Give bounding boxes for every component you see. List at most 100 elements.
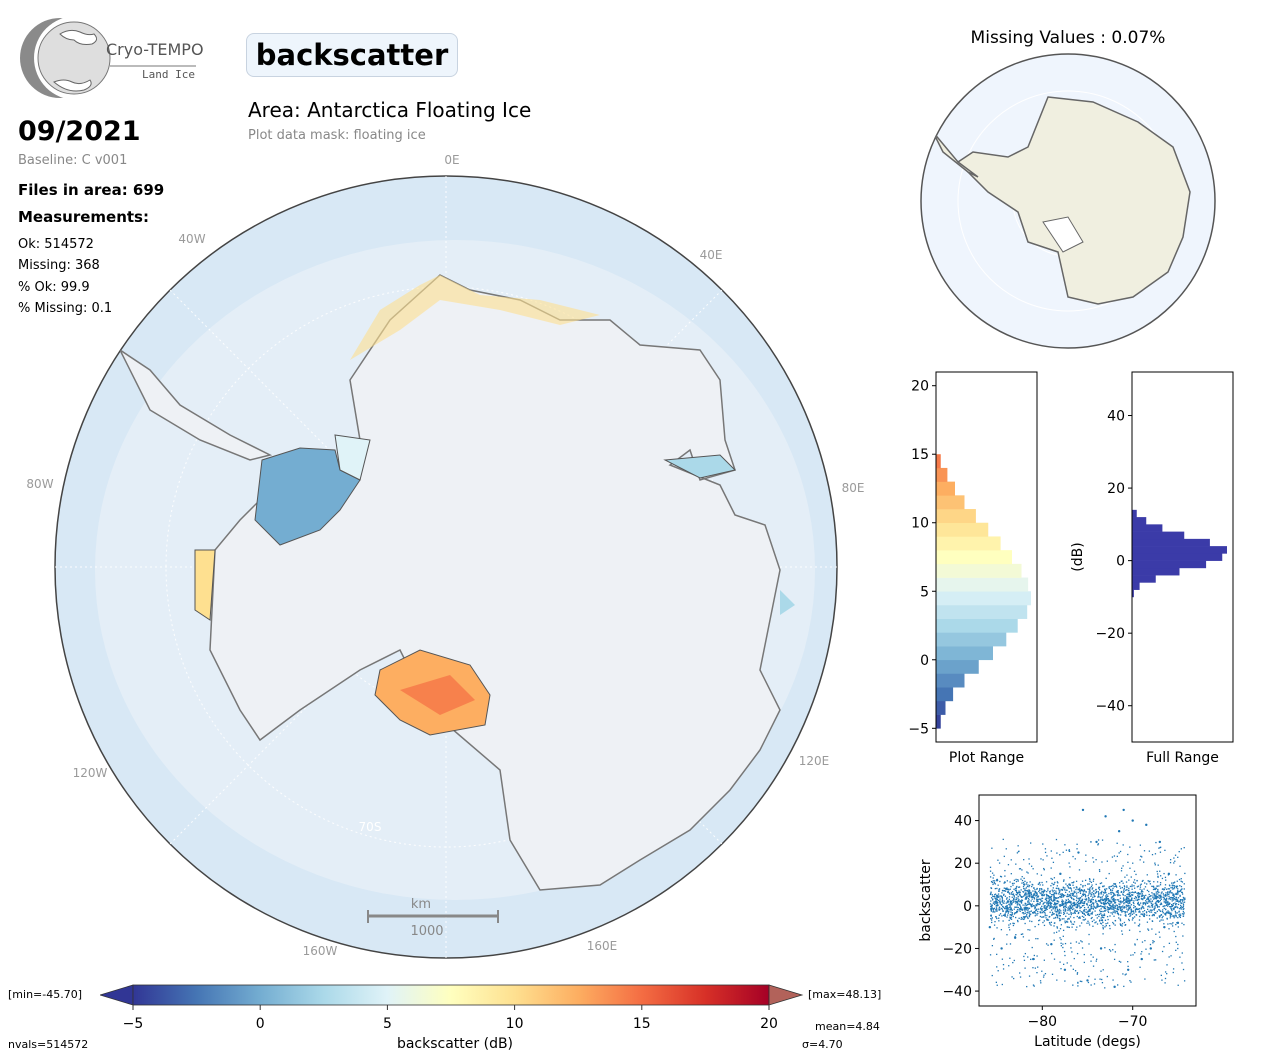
lon-label: 0E	[444, 153, 459, 167]
scatter-point	[1117, 830, 1121, 833]
mean-label: mean=4.84	[815, 1020, 880, 1033]
y-tick-label: −20	[1095, 626, 1125, 642]
colorbar: −5 0 5 10 15 20	[100, 984, 804, 1032]
scatter-point	[1086, 979, 1089, 982]
scatter-point	[1099, 947, 1103, 950]
lon-label: 80E	[842, 481, 865, 495]
y-tick-label: 40	[954, 814, 972, 830]
scatter-point	[1145, 823, 1148, 827]
histogram-bar	[936, 577, 1029, 592]
x-axis-label: Plot Range	[949, 750, 1024, 766]
lat-label: 70S	[359, 820, 382, 834]
missing-values-map	[920, 53, 1216, 349]
y-tick-label: 10	[911, 516, 929, 532]
scatter-point	[1068, 883, 1071, 886]
y-tick-label: −20	[942, 941, 972, 957]
histogram-bar	[936, 604, 1028, 619]
scatter-point	[1126, 968, 1130, 971]
scatter-point	[1004, 887, 1008, 890]
histogram-bar	[1132, 509, 1137, 518]
lon-label: 80W	[26, 477, 53, 491]
scatter-point	[1000, 947, 1003, 950]
y-tick-label: 15	[911, 447, 929, 463]
colorbar-tick-label: 15	[633, 1016, 651, 1032]
missing-values-title: Missing Values : 0.07%	[970, 28, 1166, 48]
histogram-bar	[1132, 538, 1210, 547]
lon-label: 160W	[303, 944, 338, 958]
scatter-point	[1167, 872, 1171, 876]
scatter-point	[1149, 947, 1152, 950]
date-label: 09/2021	[18, 116, 141, 147]
scatter-point	[1013, 936, 1017, 939]
scatter-point	[995, 879, 999, 882]
histogram-bar	[1132, 531, 1185, 540]
y-tick-label: 40	[1107, 409, 1125, 425]
plot-range-histogram: −5 0 5 10 15 20 Plot Range	[908, 371, 1038, 766]
histogram-bar	[936, 659, 979, 674]
histogram-bar	[1132, 567, 1180, 576]
histogram-bar	[936, 467, 948, 482]
scale-bar: km 1000	[367, 897, 499, 939]
lon-label: 160E	[587, 939, 618, 953]
measurements-label: Measurements:	[18, 208, 149, 226]
scatter-point	[988, 925, 992, 929]
histogram-bar	[936, 550, 1012, 565]
ronne-filchner-shelf	[254, 447, 361, 546]
histogram-bar	[936, 700, 946, 715]
scatter-point	[1176, 921, 1180, 925]
histogram-bar	[936, 632, 1007, 647]
y-tick-label: 20	[1107, 481, 1125, 497]
scatter-point	[1095, 840, 1098, 844]
histogram-bar	[936, 646, 993, 661]
colorbar-gradient	[132, 984, 770, 1006]
full-range-histogram: −40 −20 0 20 40 Full Range (dB)	[1070, 371, 1234, 766]
y-tick-label: 0	[963, 899, 972, 915]
histogram-bar	[1132, 553, 1223, 561]
colorbar-max-label: [max=48.13]	[808, 988, 882, 1001]
histogram-bar	[936, 536, 1001, 551]
histogram-bar	[1132, 524, 1163, 532]
histogram-bar	[1132, 560, 1207, 569]
histogram-bar	[936, 495, 965, 510]
y-tick-label: 0	[1116, 554, 1125, 570]
histogram-bar	[936, 591, 1031, 606]
scatter-point	[1032, 957, 1035, 961]
histogram-bar	[936, 481, 955, 496]
histogram-bar	[1132, 517, 1147, 525]
histogram-bar	[1132, 546, 1227, 554]
mask-note: Plot data mask: floating ice	[248, 128, 426, 143]
colorbar-tick-label: −5	[123, 1016, 144, 1032]
inset-antarctica	[956, 96, 1191, 305]
x-axis-label: Latitude (degs)	[1034, 1034, 1141, 1050]
scatter-point	[1122, 808, 1125, 812]
y-tick-label: 20	[954, 856, 972, 872]
histogram-bar	[936, 618, 1018, 633]
scatter-point	[1081, 808, 1085, 812]
scatter-point	[1131, 819, 1134, 822]
x-tick-label: −70	[1118, 1014, 1148, 1030]
lon-label: 40W	[178, 232, 205, 246]
y-tick-label: 5	[920, 584, 929, 600]
logo-graphic	[20, 16, 196, 100]
x-axis-label: Full Range	[1146, 750, 1219, 766]
scatter-point	[1041, 893, 1044, 897]
y-axis-label: (dB)	[1070, 542, 1086, 571]
scatter-point	[1163, 925, 1166, 929]
scatter-point	[1063, 968, 1067, 971]
histogram-bar	[1132, 582, 1140, 590]
histogram-bar	[936, 687, 954, 702]
scatter-point	[1059, 872, 1062, 876]
histogram-bar	[936, 454, 941, 469]
histogram-bar	[936, 563, 1022, 578]
colorbar-label: backscatter (dB)	[396, 1036, 514, 1052]
y-tick-label: 20	[911, 379, 929, 395]
ok-count: Ok: 514572	[18, 237, 94, 252]
scatter-point	[1140, 957, 1143, 961]
pct-ok: % Ok: 99.9	[18, 280, 90, 295]
x-tick-label: −80	[1028, 1014, 1058, 1030]
histogram-bar	[1132, 575, 1156, 583]
latitude-scatter: −40 −20 0 20 40 −80 −70 Latitude (degs) backscat…	[918, 794, 1197, 1050]
logo-subtitle: Land Ice	[142, 68, 195, 81]
missing-count: Missing: 368	[18, 258, 100, 273]
colorbar-tick-label: 0	[256, 1016, 265, 1032]
